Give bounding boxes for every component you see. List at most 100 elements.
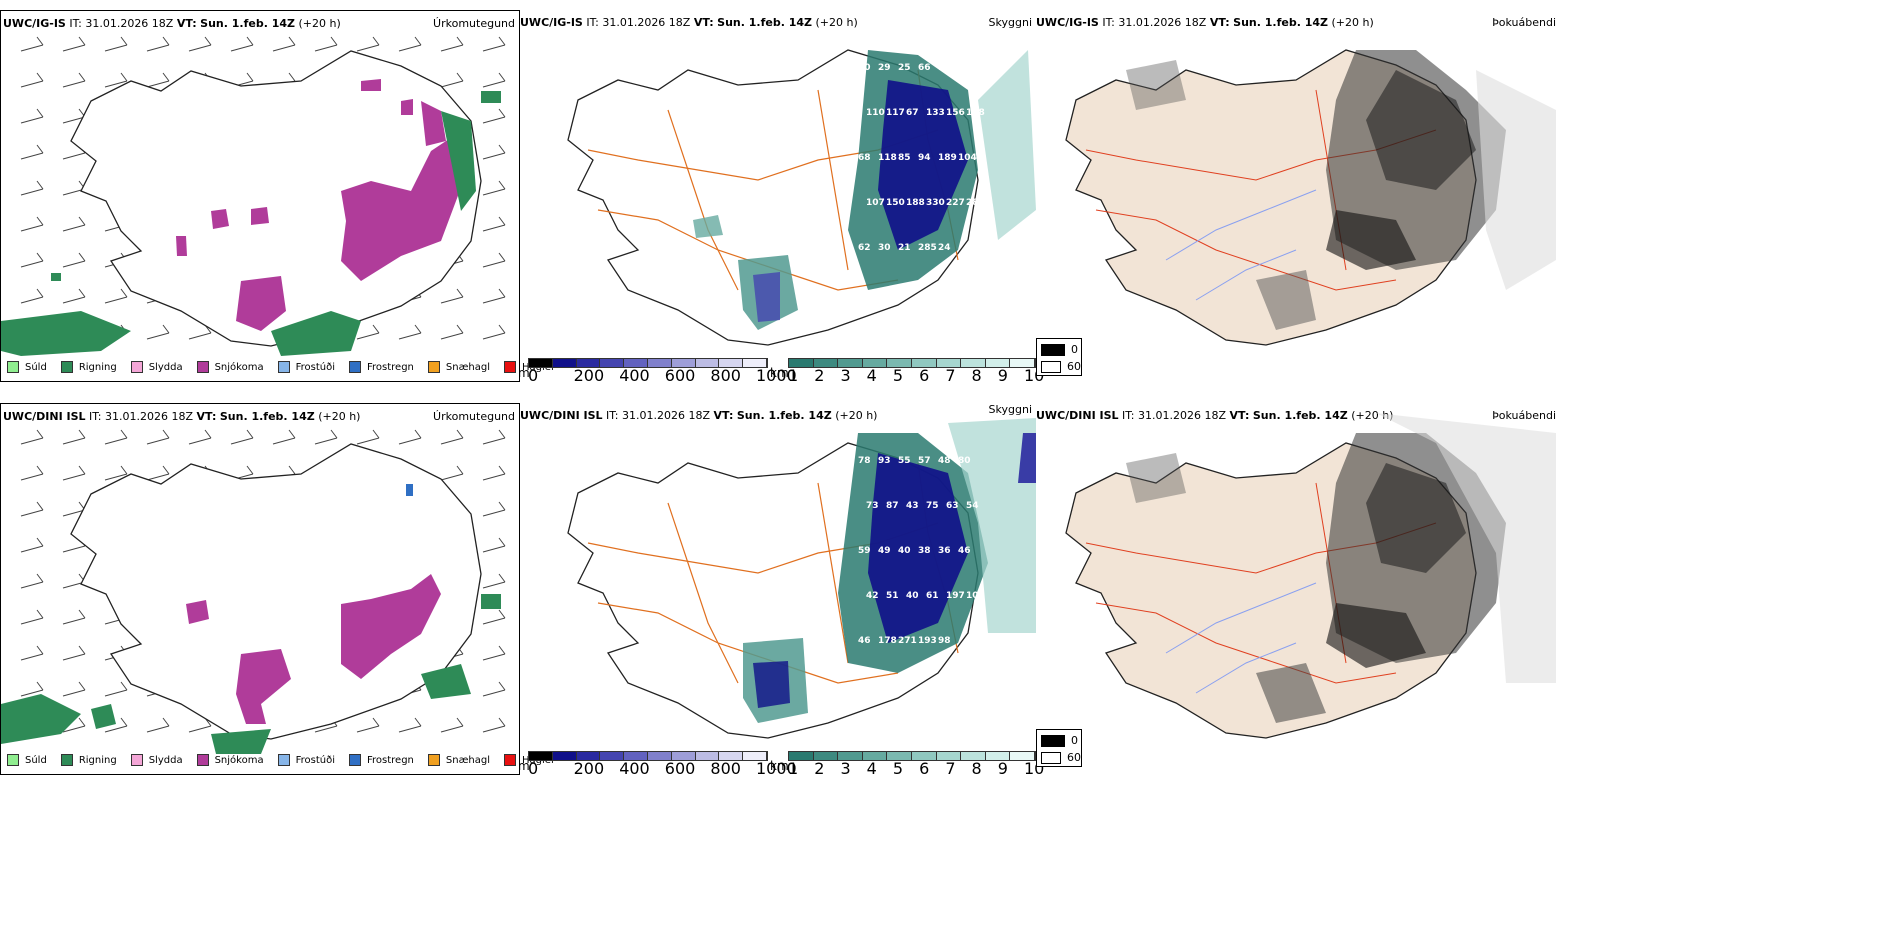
legend-swatch xyxy=(7,754,19,766)
ceiling-value-label: 42 xyxy=(866,591,879,601)
colorbar-segment xyxy=(985,359,1011,367)
wind-barb xyxy=(62,288,86,304)
legend-item: Frostúði xyxy=(277,361,335,373)
ceiling-value-label: 51 xyxy=(886,591,899,601)
ceiling-colorbar-segments xyxy=(528,751,768,761)
visibility-ticks: 1 2 3 4 5 6 7 8 9 10 xyxy=(788,366,1044,385)
ceiling-value-label: 46 xyxy=(858,636,871,646)
colorbar-tick-label: 2 xyxy=(814,759,825,778)
colorbar-segment xyxy=(961,359,986,367)
colorbar-segment xyxy=(911,752,937,760)
colorbar-tick-label: 1000 xyxy=(756,759,797,778)
legend-swatch xyxy=(196,361,209,373)
colorbar-tick-label: 0 xyxy=(528,366,539,385)
colorbar-segment xyxy=(624,752,648,760)
wind-barb xyxy=(440,288,464,304)
ceiling-value-label: 55 xyxy=(898,456,911,466)
ceiling-value-label: 63 xyxy=(946,501,959,511)
fog-legend-row: 60 xyxy=(1041,751,1081,764)
ceiling-labels: 20 29 25 66 113 106 110 117 67 133 156 108 68 118 85 94… xyxy=(858,63,985,253)
ceiling-value-label: 21 xyxy=(898,243,911,253)
ceiling-colorbar-segments xyxy=(528,358,768,368)
colorbar-segment xyxy=(838,752,863,760)
colorbar-segment xyxy=(911,359,937,367)
precip-map-bottom xyxy=(1,429,506,754)
colorbar-segment xyxy=(862,752,888,760)
ceiling-value-label: 29 xyxy=(878,63,891,73)
wind-barb xyxy=(440,324,464,340)
colorbar-segment xyxy=(719,359,744,367)
wind-barb xyxy=(104,717,128,733)
colorbar-segment xyxy=(695,359,720,367)
colorbar-tick-label: 5 xyxy=(892,759,904,778)
colorbar-tick-label: 6 xyxy=(919,366,930,385)
fog-swatch xyxy=(1041,343,1065,356)
wind-barb xyxy=(20,501,44,517)
wind-barb xyxy=(20,216,44,232)
colorbar-segment xyxy=(789,359,814,367)
ceiling-colorbar: m 0 200 400 600 800 1000 xyxy=(518,751,797,778)
colorbar-segment xyxy=(743,359,767,367)
ceiling-value-label: 94 xyxy=(918,153,931,163)
fog-panel-bottom: UWC/DINI ISL IT: 31.01.2026 18Z VT: Sun.… xyxy=(1036,403,1556,773)
ceiling-value-label: 156 xyxy=(946,108,965,118)
colorbar-segment xyxy=(838,359,863,367)
ceiling-value-label: 49 xyxy=(878,546,891,556)
panel-name: Skyggni xyxy=(988,403,1032,416)
ceiling-value-label: 104 xyxy=(958,153,977,163)
ceiling-ticks: 0 200 400 600 800 1000 xyxy=(528,759,797,778)
wind-barb xyxy=(440,36,464,52)
colorbar-segment xyxy=(813,752,839,760)
legend-swatch xyxy=(427,754,440,766)
wind-barb xyxy=(104,36,128,52)
ceiling-value-label: 46 xyxy=(958,546,971,556)
colorbar-tick-label: 0 xyxy=(528,759,539,778)
colorbar-segment xyxy=(647,752,672,760)
ceiling-value-label: 38 xyxy=(918,546,931,556)
ceiling-unit: m xyxy=(518,366,530,380)
colorbar-segment xyxy=(862,359,888,367)
wind-barb xyxy=(272,429,296,445)
fog-panel-top: UWC/IG-IS IT: 31.01.2026 18Z VT: Sun. 1.… xyxy=(1036,10,1556,380)
colorbar-segment xyxy=(961,752,986,760)
colorbar-segment xyxy=(719,752,744,760)
colorbar-segment xyxy=(600,359,625,367)
panel-title: UWC/IG-IS IT: 31.01.2026 18Z VT: Sun. 1.… xyxy=(1036,16,1374,29)
ceiling-value-label: 188 xyxy=(906,198,925,208)
colorbar-tick-label: 8 xyxy=(971,366,982,385)
ceiling-value-label: 197 xyxy=(946,591,965,601)
ceiling-value-label: 66 xyxy=(918,63,931,73)
legend-swatch xyxy=(349,361,361,373)
colorbar-tick-label: 4 xyxy=(866,366,877,385)
legend-item: Snjókoma xyxy=(196,361,264,373)
ceiling-value-label: 150 xyxy=(886,198,905,208)
wind-barb xyxy=(482,609,506,625)
wind-barb xyxy=(482,180,506,196)
fog-swatch xyxy=(1041,751,1061,764)
wind-barb xyxy=(398,36,422,52)
legend-swatch xyxy=(277,754,290,766)
wind-barb xyxy=(62,429,86,445)
wind-barb xyxy=(20,537,44,553)
ceiling-value-label: 40 xyxy=(898,546,911,556)
colorbar-segment xyxy=(529,752,553,760)
wind-barb xyxy=(482,288,506,304)
wind-barb xyxy=(20,681,44,697)
ceiling-value-label: 330 xyxy=(926,198,945,208)
colorbar-segment xyxy=(600,752,625,760)
ceiling-ticks: 0 200 400 600 800 1000 xyxy=(528,366,797,385)
wind-barb xyxy=(20,465,44,481)
colorbar-segment xyxy=(743,752,767,760)
ceiling-value-label: 24 xyxy=(938,243,951,253)
ceiling-value-label: 133 xyxy=(926,108,945,118)
ceiling-value-label: 25 xyxy=(898,63,911,73)
panel-title: UWC/IG-IS IT: 31.01.2026 18Z VT: Sun. 1.… xyxy=(3,17,341,30)
legend-item: Súld xyxy=(7,361,47,373)
legend-item: Snjókoma xyxy=(196,754,264,766)
precip-legend: Súld Rigning Slydda Snjókoma Frostúði Fr… xyxy=(7,754,568,766)
colorbar-tick-label: 9 xyxy=(997,366,1008,385)
wind-barb xyxy=(104,288,128,304)
visibility-colorbar-segments xyxy=(788,751,1036,761)
colorbar-tick-label: 600 xyxy=(664,759,696,778)
wind-barb xyxy=(62,252,86,268)
